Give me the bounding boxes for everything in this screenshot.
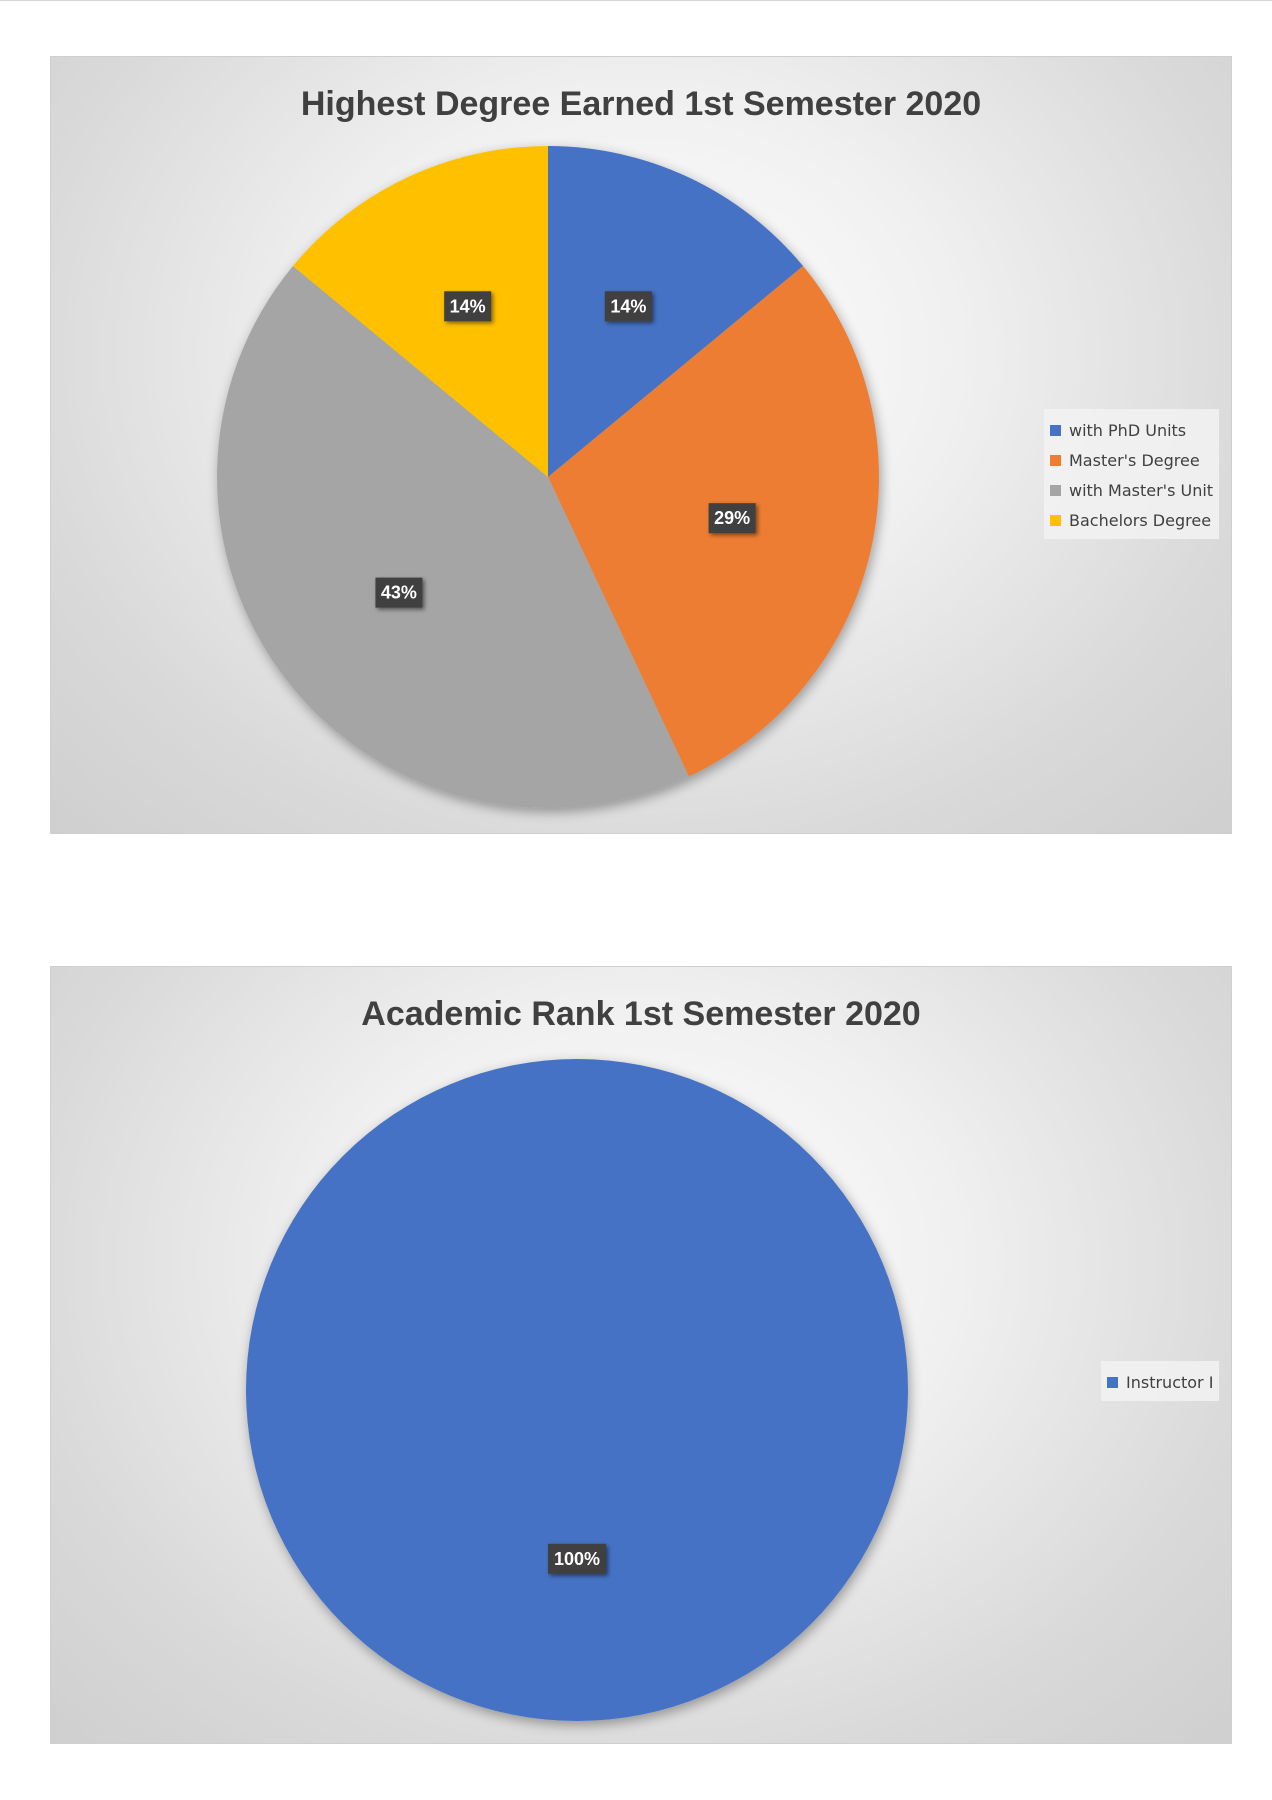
rank-chart-title: Academic Rank 1st Semester 2020 (361, 995, 921, 1033)
legend-item-bachelors-degree: Bachelors Degree (1050, 505, 1213, 535)
rank-slice-instructor-i (246, 1059, 908, 1721)
rank-data-label-text: 100% (554, 1549, 600, 1569)
rank-chart-panel: Academic Rank 1st Semester 2020 100% Ins… (50, 966, 1232, 1744)
legend-label-instructor-i: Instructor I (1126, 1372, 1214, 1392)
legend-item-masters-unit: with Master's Unit (1050, 475, 1213, 505)
legend-item-masters-degree: Master's Degree (1050, 445, 1213, 475)
degree-legend: with PhD Units Master's Degree with Mast… (1044, 409, 1220, 539)
degree-data-label-with-master-s-unit: 43% (375, 577, 423, 608)
legend-item-phd-units: with PhD Units (1050, 415, 1213, 445)
rank-legend: Instructor I (1101, 1361, 1220, 1401)
rank-data-label-instructor-i: 100% (548, 1543, 606, 1574)
degree-data-label-box (708, 503, 756, 534)
legend-swatch-bachelors-degree (1050, 514, 1061, 526)
rank-slices (246, 1059, 908, 1721)
degree-data-label-box (444, 291, 492, 322)
degree-data-label-text: 29% (714, 508, 750, 528)
degree-slice-with-master-s-unit (217, 266, 689, 808)
degree-data-label-master-s-degree: 29% (708, 503, 756, 534)
degree-slice-bachelors-degree (292, 146, 548, 477)
top-rule (0, 0, 1272, 1)
degree-chart-title: Highest Degree Earned 1st Semester 2020 (300, 85, 982, 123)
degree-chart-panel: Highest Degree Earned 1st Semester 2020 … (50, 56, 1232, 834)
degree-slices (217, 146, 879, 808)
degree-data-label-text: 14% (450, 296, 486, 316)
legend-item-instructor-i: Instructor I (1107, 1367, 1213, 1397)
legend-label-masters-unit: with Master's Unit (1069, 480, 1214, 500)
legend-swatch-instructor-i (1107, 1376, 1118, 1388)
degree-data-label-text: 43% (381, 583, 417, 603)
legend-label-phd-units: with PhD Units (1069, 420, 1187, 440)
degree-data-label-text: 14% (610, 296, 646, 316)
legend-swatch-masters-unit (1050, 484, 1061, 496)
degree-data-label-box (375, 577, 423, 608)
degree-data-label-with-phd-units: 14% (604, 291, 652, 322)
degree-pie: 14% 29% 43% 14% (217, 146, 879, 808)
legend-label-masters-degree: Master's Degree (1069, 450, 1200, 470)
rank-data-label-box (548, 1543, 606, 1574)
legend-swatch-masters-degree (1050, 454, 1061, 466)
degree-data-label-box (604, 291, 652, 322)
rank-pie: 100% (246, 1059, 908, 1721)
legend-label-bachelors-degree: Bachelors Degree (1069, 510, 1212, 530)
degree-slice-with-phd-units (548, 146, 804, 477)
legend-swatch-phd-units (1050, 424, 1061, 436)
degree-data-label-bachelors-degree: 14% (444, 291, 492, 322)
